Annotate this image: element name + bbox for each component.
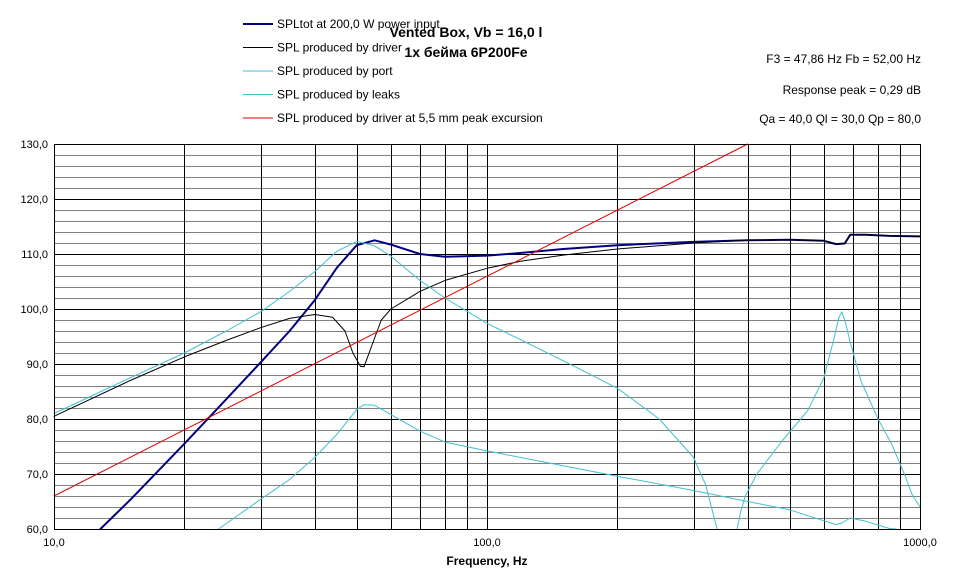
series-line-3 [53,240,718,530]
series-line-6 [53,143,749,497]
x-axis-title: Frequency, Hz [446,554,527,568]
info-response-peak: Response peak = 0,29 dB [783,83,921,97]
series-layer [53,143,921,530]
series-line-4 [218,404,897,530]
x-tick-label: 1000,0 [903,537,937,549]
legend-label: SPL produced by leaks [277,88,400,102]
legend-label: SPL produced by driver [277,41,402,55]
info-q-factors: Qa = 40,0 Ql = 30,0 Qp = 80,0 [759,112,921,126]
y-tick-label: 60,0 [27,524,48,536]
legend-label: SPL produced by port [277,64,393,78]
y-tick-label: 80,0 [27,414,48,426]
y-tick-label: 100,0 [20,304,48,316]
info-f3-fb: F3 = 47,86 Hz Fb = 52,00 Hz [766,52,921,66]
chart-subtitle: 1x бейма 6P200Fe [404,44,527,60]
legend-label: SPL produced by driver at 5,5 mm peak ex… [277,111,543,125]
x-tick-label: 100,0 [473,537,501,549]
tick-labels: 60,0 70,0 80,0 90,0 100,0 110,0 120,0 130,0 10,0… [20,139,936,549]
y-tick-label: 110,0 [21,249,48,261]
legend-label: SPLtot at 200,0 W power input [277,17,440,31]
series-line-2 [53,234,921,417]
y-tick-label: 90,0 [27,359,48,371]
plot-frame [54,144,921,530]
y-tick-label: 130,0 [20,139,48,151]
y-tick-label: 120,0 [20,194,48,206]
chart-title: Vented Box, Vb = 16,0 l [390,24,543,40]
legend: SPLtot at 200,0 W power input SPL produce… [243,17,543,125]
x-tick-label: 10,0 [43,537,64,549]
y-tick-label: 70,0 [27,469,48,481]
series-line-5 [736,311,921,530]
